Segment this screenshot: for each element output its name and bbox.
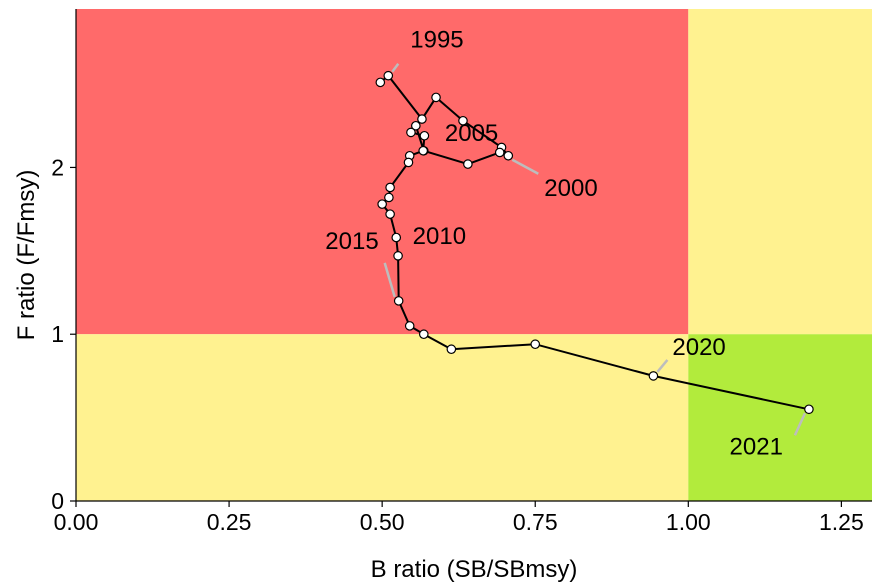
data-point	[463, 159, 473, 169]
data-point	[393, 296, 404, 306]
data-point	[494, 147, 505, 158]
axis-ticks: 0.00 0.25 0.50 0.75 1.00 1.25 0 1 2	[51, 154, 864, 535]
data-point	[804, 404, 814, 415]
x-tick-label: 0.25	[207, 509, 252, 535]
y-tick-label: 1	[51, 321, 64, 347]
data-point	[383, 70, 394, 81]
y-tick-label: 0	[51, 488, 64, 514]
year-label-2021: 2021	[730, 433, 783, 460]
year-label-2020: 2020	[672, 334, 725, 361]
label-connector-2000	[511, 158, 539, 175]
x-tick-label: 0.75	[513, 509, 558, 535]
data-point	[418, 145, 428, 156]
label-connector-2015	[383, 262, 396, 298]
zone-overfished-overfishing	[76, 9, 689, 335]
data-point	[385, 209, 395, 219]
data-point	[530, 339, 541, 350]
x-tick-label: 1.00	[666, 509, 711, 535]
data-point	[446, 344, 457, 355]
data-point	[384, 192, 394, 203]
label-connector-1995	[391, 62, 400, 73]
status-zones	[76, 9, 872, 501]
data-point	[411, 120, 421, 131]
year-label-2015: 2015	[325, 228, 378, 255]
x-axis-title: B ratio (SB/SBmsy)	[371, 556, 578, 583]
data-point	[503, 150, 514, 161]
label-connector-2020	[656, 359, 669, 373]
x-tick-label: 0.50	[360, 509, 405, 535]
zone-overfished-no-overfishing	[76, 334, 689, 501]
data-point	[418, 329, 429, 340]
label-connectors	[383, 62, 807, 436]
x-tick-label: 0.00	[54, 509, 99, 535]
y-tick-label: 2	[51, 154, 64, 180]
zone-not-overfished-overfishing	[688, 9, 872, 335]
data-points	[375, 70, 814, 415]
data-point	[458, 115, 468, 126]
data-point	[404, 321, 415, 331]
data-point	[431, 92, 441, 103]
year-label-2000: 2000	[544, 175, 597, 202]
data-point	[419, 130, 430, 141]
y-axis-title: F ratio (F/Fmsy)	[13, 170, 40, 341]
year-label-1995: 1995	[410, 27, 463, 54]
zone-healthy	[688, 334, 872, 501]
data-point	[377, 199, 387, 209]
data-point	[385, 182, 395, 193]
data-point	[417, 114, 427, 124]
axes	[75, 9, 872, 502]
data-point	[393, 251, 403, 261]
data-point	[403, 157, 414, 168]
year-label-2010: 2010	[413, 223, 466, 250]
data-point	[391, 232, 402, 243]
year-label-2005: 2005	[445, 120, 498, 147]
data-point	[375, 77, 386, 88]
year-labels: 1995 2000 2005 2010 2015 2020 2021	[325, 27, 783, 461]
data-point	[648, 371, 659, 381]
x-tick-label: 1.25	[819, 509, 864, 535]
label-connector-2021	[793, 412, 807, 436]
data-point	[406, 127, 416, 138]
